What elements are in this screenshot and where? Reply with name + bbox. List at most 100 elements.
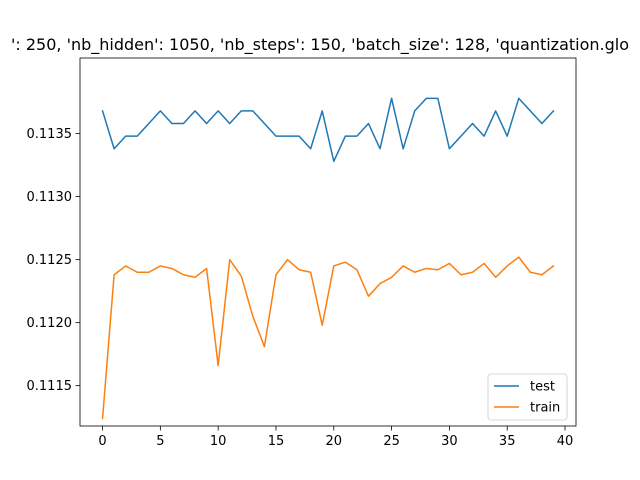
data-point-train — [344, 261, 346, 263]
data-point-train — [101, 417, 103, 419]
data-point-test — [252, 110, 254, 112]
data-point-train — [529, 271, 531, 273]
data-point-test — [529, 110, 531, 112]
data-point-train — [217, 364, 219, 366]
chart-title: ': 250, 'nb_hidden': 1050, 'nb_steps': 1… — [11, 35, 629, 55]
x-tick-label: 35 — [499, 434, 516, 449]
data-point-test — [229, 122, 231, 124]
data-point-test — [205, 122, 207, 124]
data-point-test — [159, 110, 161, 112]
data-point-test — [518, 97, 520, 99]
data-point-test — [298, 135, 300, 137]
data-point-test — [494, 110, 496, 112]
data-point-train — [483, 262, 485, 264]
data-point-train — [321, 324, 323, 326]
data-point-train — [252, 315, 254, 317]
data-point-train — [194, 276, 196, 278]
data-point-train — [205, 267, 207, 269]
x-tick-label: 15 — [268, 434, 285, 449]
data-point-train — [124, 265, 126, 267]
data-point-test — [263, 122, 265, 124]
data-point-test — [437, 97, 439, 99]
data-point-train — [286, 258, 288, 260]
data-point-test — [171, 122, 173, 124]
data-point-train — [298, 269, 300, 271]
data-point-test — [552, 110, 554, 112]
data-point-test — [194, 110, 196, 112]
data-point-test — [309, 148, 311, 150]
data-point-test — [124, 135, 126, 137]
data-point-test — [333, 160, 335, 162]
data-point-train — [425, 267, 427, 269]
data-point-test — [448, 148, 450, 150]
data-point-train — [437, 269, 439, 271]
data-point-train — [379, 282, 381, 284]
data-point-train — [113, 274, 115, 276]
series-line-test — [101, 97, 555, 163]
data-point-train — [263, 345, 265, 347]
y-tick-label: 0.1115 — [27, 379, 73, 394]
y-tick-label: 0.1120 — [27, 316, 73, 331]
data-point-train — [240, 275, 242, 277]
data-point-test — [414, 110, 416, 112]
legend-label-train: train — [530, 401, 560, 416]
data-point-test — [136, 135, 138, 137]
data-point-test — [321, 110, 323, 112]
data-point-train — [552, 265, 554, 267]
data-point-train — [275, 274, 277, 276]
data-point-test — [541, 122, 543, 124]
data-point-train — [541, 274, 543, 276]
data-point-test — [367, 122, 369, 124]
data-point-test — [460, 135, 462, 137]
data-point-train — [229, 258, 231, 260]
data-point-train — [448, 262, 450, 264]
data-point-train — [414, 271, 416, 273]
legend: test train — [487, 373, 568, 421]
x-tick-label: 0 — [98, 434, 106, 449]
data-point-test — [506, 135, 508, 137]
data-point-test — [390, 97, 392, 99]
data-point-train — [471, 271, 473, 273]
data-point-train — [367, 295, 369, 297]
data-point-train — [309, 271, 311, 273]
data-point-test — [113, 148, 115, 150]
data-point-test — [275, 135, 277, 137]
data-point-test — [101, 110, 103, 112]
data-point-test — [356, 135, 358, 137]
data-point-train — [136, 271, 138, 273]
data-point-test — [182, 122, 184, 124]
data-point-test — [471, 122, 473, 124]
data-point-test — [240, 110, 242, 112]
data-point-test — [425, 97, 427, 99]
series-line-train — [101, 256, 555, 420]
plot-frame — [79, 57, 577, 427]
x-tick-label: 30 — [441, 434, 458, 449]
data-point-test — [148, 122, 150, 124]
x-tick-label: 5 — [156, 434, 164, 449]
data-point-train — [356, 269, 358, 271]
x-tick-label: 10 — [210, 434, 227, 449]
data-point-train — [182, 274, 184, 276]
y-tick-label: 0.1130 — [27, 190, 73, 205]
x-tick-label: 20 — [326, 434, 343, 449]
data-point-test — [286, 135, 288, 137]
data-point-train — [148, 271, 150, 273]
plot-area: 0 5 10 15 20 25 30 35 40 0.1115 0.1120 0.1125 0.1130… — [27, 57, 577, 449]
data-point-test — [402, 148, 404, 150]
data-point-test — [217, 110, 219, 112]
data-point-train — [494, 276, 496, 278]
x-tick-label: 25 — [383, 434, 400, 449]
data-point-train — [506, 265, 508, 267]
x-tick-label: 40 — [557, 434, 574, 449]
data-point-train — [390, 276, 392, 278]
data-point-train — [159, 265, 161, 267]
data-point-test — [379, 148, 381, 150]
data-point-train — [518, 256, 520, 258]
y-tick-label: 0.1135 — [27, 127, 73, 142]
data-point-train — [460, 274, 462, 276]
y-tick-label: 0.1125 — [27, 253, 73, 268]
data-point-train — [333, 265, 335, 267]
data-point-train — [171, 267, 173, 269]
